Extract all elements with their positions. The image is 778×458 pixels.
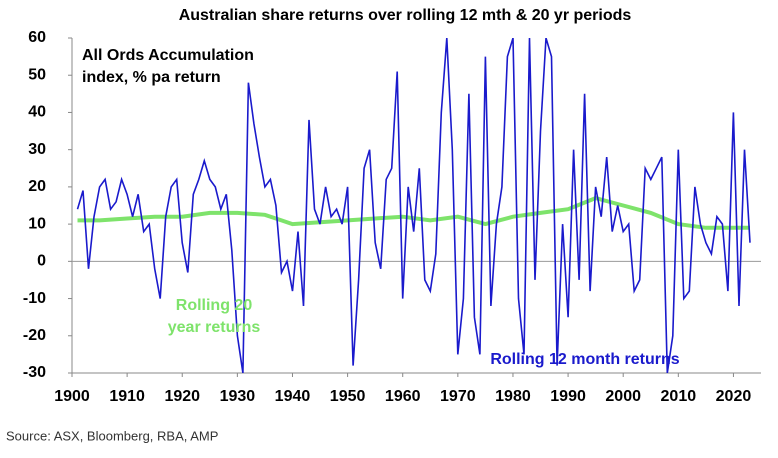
y-tick-label: -20 [23,327,46,344]
y-tick-label: 30 [28,141,46,158]
y-tick-label: -30 [23,364,46,381]
x-tick-label: 2000 [605,388,641,405]
y-tick-label: 50 [28,66,46,83]
source-note: Source: ASX, Bloomberg, RBA, AMP [6,428,218,443]
chart-title: Australian share returns over rolling 12… [179,7,632,24]
x-tick-label: 1980 [495,388,531,405]
y-tick-label: 10 [28,215,46,232]
annotation: year returns [168,319,261,336]
y-tick-label: 0 [37,253,46,270]
x-tick-label: 1990 [550,388,586,405]
x-tick-label: 1970 [440,388,476,405]
x-tick-label: 1960 [385,388,421,405]
series-line [76,38,751,373]
annotation: Rolling 20 [176,297,253,314]
y-tick-label: -10 [23,290,46,307]
x-tick-label: 1920 [164,388,200,405]
x-tick-label: 1950 [330,388,366,405]
x-tick-label: 1940 [275,388,311,405]
x-tick-label: 1900 [54,388,90,405]
annotation: index, % pa return [82,69,221,86]
x-tick-label: 2010 [661,388,697,405]
y-tick-label: 20 [28,178,46,195]
y-tick-label: 40 [28,104,46,121]
x-tick-label: 2020 [716,388,752,405]
annotation: All Ords Accumulation [82,47,254,64]
y-tick-label: 60 [28,29,46,46]
x-tick-label: 1910 [109,388,145,405]
annotation: Rolling 12 month returns [490,351,679,368]
x-tick-label: 1930 [220,388,256,405]
